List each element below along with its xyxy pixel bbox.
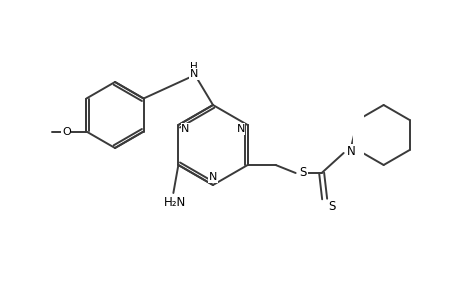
Text: H₂N: H₂N <box>164 196 186 208</box>
Text: O: O <box>62 127 71 136</box>
Text: S: S <box>299 166 306 178</box>
Text: H: H <box>190 62 197 72</box>
Text: N: N <box>190 69 198 79</box>
Text: N: N <box>346 145 355 158</box>
Text: N: N <box>236 124 244 134</box>
Text: N: N <box>208 172 217 182</box>
Text: S: S <box>328 200 335 214</box>
Text: N: N <box>181 124 189 134</box>
